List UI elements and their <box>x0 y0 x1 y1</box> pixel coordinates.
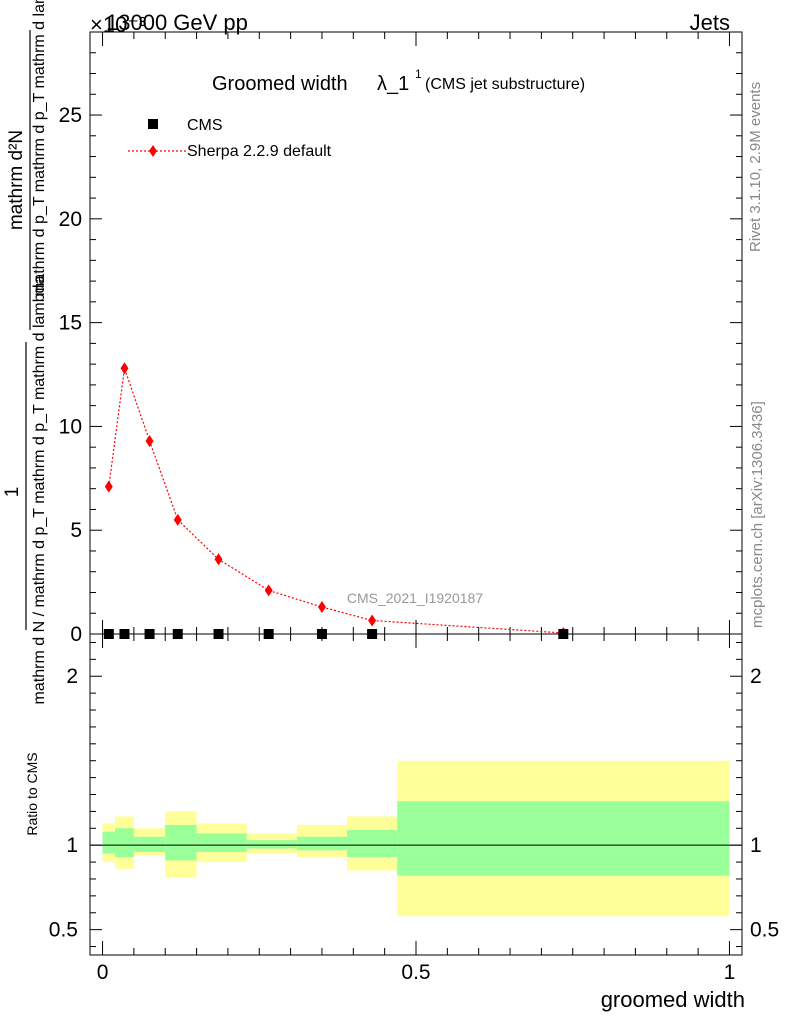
y-axis-label: mathrm d²N mathrm d p_T mathrm d p_T mat… <box>2 0 48 704</box>
sherpa-point-4 <box>214 553 223 566</box>
sherpa-point-5 <box>264 584 273 597</box>
sherpa-point-0 <box>104 480 113 493</box>
ratio-inner-band-2 <box>133 836 166 852</box>
ratio-y-tick-label: 1 <box>66 834 78 857</box>
plot-title: Groomed width λ_1 1 (CMS jet substructur… <box>212 67 585 95</box>
sherpa-point-1 <box>120 362 129 375</box>
mcplots-label: mcplots.cern.ch [arXiv:1306.3436] <box>749 401 766 628</box>
y-label-denominator: mathrm d N / mathrm d p_T mathrm d p_T m… <box>31 275 48 704</box>
main-y-tick-label: 5 <box>70 519 82 542</box>
sherpa-point-3 <box>173 513 182 526</box>
main-panel: 0 5 10 15 20 25 <box>59 31 743 646</box>
ratio-inner-band-7 <box>347 829 398 858</box>
title-lambda: λ_1 <box>377 73 409 95</box>
ratio-y-label: Ratio to CMS <box>24 752 40 835</box>
main-y-tick-label: 20 <box>59 208 82 231</box>
title-main: Groomed width <box>212 73 348 95</box>
legend-cms-marker <box>148 119 158 129</box>
sherpa-point-2 <box>145 434 154 447</box>
ratio-y-tick-label: 2 <box>66 665 78 688</box>
analysis-watermark: CMS_2021_I1920187 <box>347 590 483 606</box>
y-label-denominator-top: mathrm d p_T mathrm d p_T mathrm d lambd… <box>31 0 48 296</box>
ratio-y-tick-label-right: 2 <box>750 665 762 688</box>
ratio-inner-band-4 <box>196 833 247 852</box>
x-tick-label: 0.5 <box>401 961 430 984</box>
x-tick-label: 0 <box>97 961 109 984</box>
sherpa-point-7 <box>368 614 377 627</box>
main-y-tick-label: 0 <box>70 623 82 646</box>
ratio-y-tick-label: 0.5 <box>49 919 78 942</box>
y-label-numerator: mathrm d²N <box>6 130 27 230</box>
ratio-y-tick-label-right: 0.5 <box>750 919 779 942</box>
sherpa-line <box>108 368 564 634</box>
legend: CMS Sherpa 2.2.9 default <box>128 117 332 160</box>
ratio-inner-band-5 <box>246 840 297 849</box>
x-axis-label: groomed width <box>601 987 745 1012</box>
beam-label: 13000 GeV pp <box>106 10 248 35</box>
sherpa-point-6 <box>317 601 326 614</box>
jets-label: Jets <box>690 10 730 35</box>
ratio-inner-band-6 <box>296 836 348 851</box>
x-tick-label: 1 <box>724 961 736 984</box>
ratio-y-tick-label-right: 1 <box>750 834 762 857</box>
exponent-label: ×10⁻³ <box>90 12 146 37</box>
ratio-inner-band-1 <box>115 828 134 858</box>
ratio-inner-band-3 <box>165 824 197 861</box>
title-superscript: 1 <box>415 67 422 81</box>
main-y-tick-label: 25 <box>59 104 82 127</box>
main-y-tick-label: 10 <box>59 415 82 438</box>
ratio-panel: 0 0.5 1 0.5 0.5 1 1 2 2 <box>49 633 779 984</box>
ratio-inner-band-0 <box>102 831 116 854</box>
legend-cms-label: CMS <box>187 117 223 134</box>
legend-sherpa-label: Sherpa 2.2.9 default <box>187 143 332 160</box>
y-label-one: 1 <box>2 487 23 498</box>
ratio-inner-band-8 <box>397 801 730 876</box>
rivet-label: Rivet 3.1.10, 2.9M events <box>747 82 764 252</box>
main-y-tick-label: 15 <box>59 312 82 335</box>
legend-sherpa-marker <box>149 145 157 157</box>
title-sub: (CMS jet substructure) <box>425 76 585 93</box>
